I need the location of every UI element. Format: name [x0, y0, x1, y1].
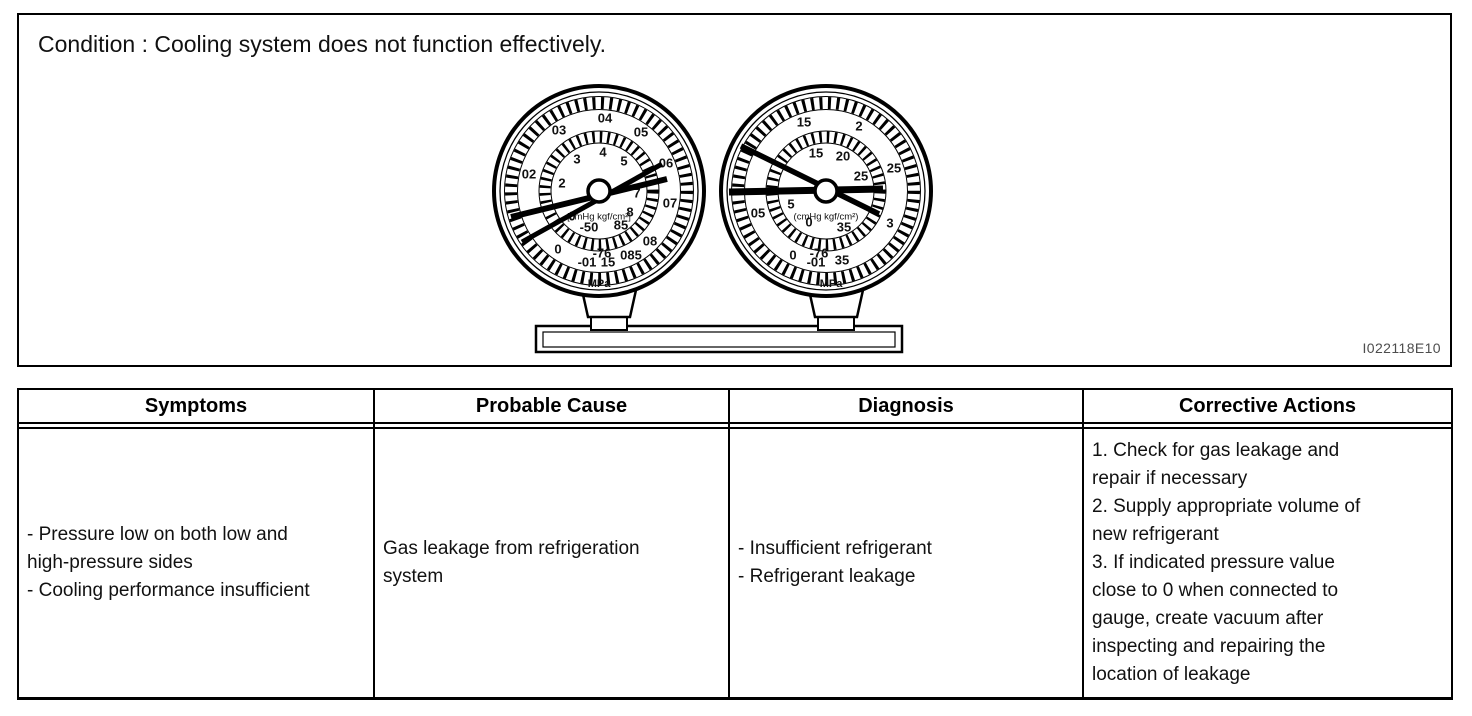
low-gauge-outer-label: 0: [554, 241, 561, 256]
high-gauge-outer-label: 35: [835, 252, 849, 267]
low-gauge-outer-label: 02: [522, 166, 536, 181]
low-gauge-outer-label: 04: [598, 110, 613, 125]
high-gauge-outer-label: 3: [886, 215, 893, 230]
low-gauge-outer-label: 15: [601, 254, 615, 269]
high-gauge-inner-label: 35: [837, 219, 851, 234]
dial-ticks: [504, 96, 694, 286]
low-gauge-outer-label: 05: [634, 124, 648, 139]
high-gauge-outer-label: 25: [887, 160, 901, 175]
high-gauge-outer-label: 0: [789, 247, 796, 262]
low-gauge-mpa-label: MPa: [588, 278, 612, 290]
low-gauge-outer-label: 07: [663, 195, 677, 210]
high-gauge-inner-label: -76: [810, 245, 829, 260]
cell-probable-cause: Gas leakage from refrigeration system: [375, 427, 730, 697]
condition-title: Condition : Cooling system does not func…: [38, 31, 607, 57]
gauge-needle: [520, 161, 664, 245]
high-gauge-inner-label: 5: [787, 196, 794, 211]
diagnosis-table: Symptoms Probable Cause Diagnosis Correc…: [17, 388, 1453, 700]
low-gauge-inner-label: 5: [620, 153, 627, 168]
column-header-corrective-actions: Corrective Actions: [1084, 390, 1451, 424]
gauge-hub: [586, 178, 612, 204]
high-pressure-gauge: 05 15 2 25 3 35 -01 0 5 15 20 25 35 0 -7…: [719, 84, 933, 298]
high-gauge-inner-label: 15: [809, 145, 823, 160]
low-pressure-gauge: 0 02 03 04 05 06 07 08 085 15 -01 2 3 4 …: [492, 84, 706, 298]
column-header-diagnosis: Diagnosis: [730, 390, 1084, 424]
figure-reference-code: I022118E10: [1362, 340, 1441, 356]
header-double-rule-gap: [375, 424, 730, 427]
high-gauge-inner-label: 25: [854, 168, 868, 183]
low-gauge-outer-label: -01: [578, 254, 597, 269]
cell-symptoms: - Pressure low on both low and high-pres…: [19, 427, 375, 697]
column-header-probable-cause: Probable Cause: [375, 390, 730, 424]
low-gauge-inner-label: 3: [573, 151, 580, 166]
cell-corrective-actions: 1. Check for gas leakage and repair if n…: [1084, 427, 1451, 697]
low-gauge-inner-label: -50: [580, 219, 599, 234]
condition-panel: Condition : Cooling system does not func…: [17, 13, 1452, 367]
low-gauge-inner-label: 85: [614, 217, 628, 232]
header-double-rule-gap: [19, 424, 375, 427]
column-header-symptoms: Symptoms: [19, 390, 375, 424]
high-gauge-inner-label: 0: [805, 214, 812, 229]
high-gauge-inner-label: 20: [836, 148, 850, 163]
high-gauge-outer-label: 2: [855, 118, 862, 133]
high-gauge-unit-label: (cmHg kgf/cm²): [794, 212, 859, 223]
high-gauge-outer-label: 05: [751, 205, 765, 220]
low-gauge-outer-label: 085: [620, 247, 642, 262]
low-gauge-outer-label: 06: [659, 155, 673, 170]
gauge-needle: [739, 143, 881, 217]
low-gauge-outer-label: 08: [643, 233, 657, 248]
low-gauge-outer-label: 03: [552, 122, 566, 137]
header-double-rule-gap: [1084, 424, 1451, 427]
cell-diagnosis: - Insufficient refrigerant - Refrigerant…: [730, 427, 1084, 697]
low-gauge-inner-label: 4: [599, 144, 607, 159]
high-gauge-mpa-label: MPa: [820, 278, 844, 290]
low-gauge-inner-label: 2: [558, 175, 565, 190]
gauge-hub: [813, 178, 839, 204]
low-gauge-unit-label: [cmHg kgf/cm²]: [567, 212, 631, 223]
low-gauge-inner-label: -76: [593, 245, 612, 260]
high-gauge-outer-label: 15: [797, 114, 811, 129]
gauge-needle: [728, 185, 884, 196]
header-double-rule-gap: [730, 424, 1084, 427]
manifold-gauge-figure: 0 02 03 04 05 06 07 08 085 15 -01 2 3 4 …: [492, 84, 933, 354]
high-gauge-outer-label: -01: [807, 254, 826, 269]
low-gauge-inner-label: 8: [626, 204, 633, 219]
low-gauge-inner-label: 7: [633, 185, 640, 200]
